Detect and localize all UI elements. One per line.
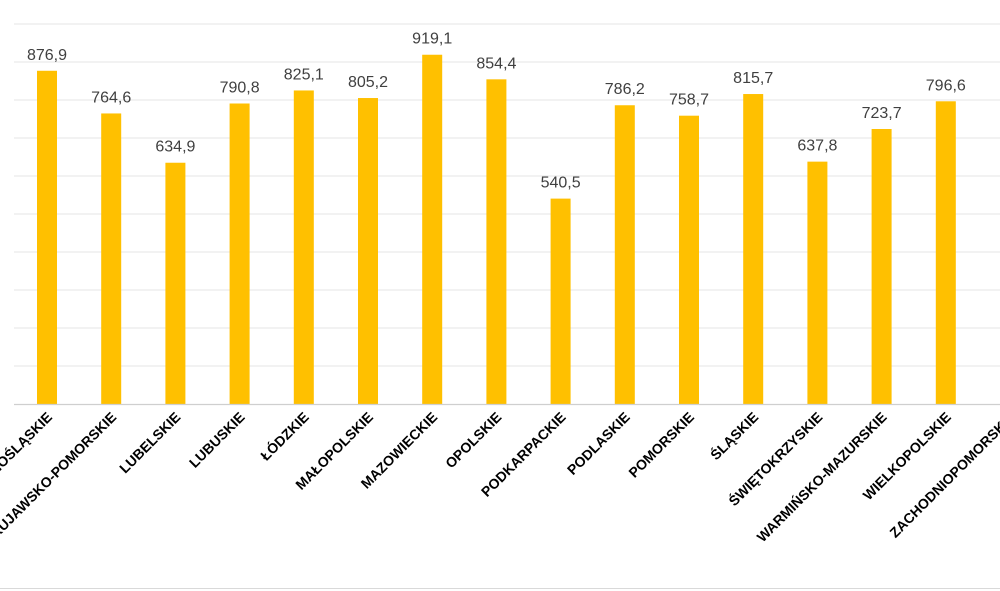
x-tick-label: PODLASKIE <box>564 409 633 478</box>
data-label: 634,9 <box>155 139 195 156</box>
bar <box>101 113 122 405</box>
data-label: 815,7 <box>733 70 773 87</box>
bar <box>486 79 507 404</box>
bar <box>422 54 443 404</box>
data-label: 758,7 <box>669 92 709 109</box>
data-label: 825,1 <box>284 66 324 83</box>
x-tick-label: ŚLĄSKIE <box>706 408 761 463</box>
bar <box>550 198 571 404</box>
bar <box>293 90 314 404</box>
bar <box>614 105 635 404</box>
bar <box>679 115 699 404</box>
bar <box>807 161 828 404</box>
bar <box>743 94 764 404</box>
data-label: 919,1 <box>412 31 452 48</box>
data-label: 637,8 <box>797 138 837 155</box>
data-label: 854,4 <box>476 55 516 72</box>
bar <box>165 162 186 404</box>
bar <box>358 98 378 405</box>
data-label: 723,7 <box>862 105 902 122</box>
x-tick-label: LUBUSKIE <box>186 409 248 471</box>
data-label: 805,2 <box>348 74 388 91</box>
data-label: 786,2 <box>605 81 645 98</box>
x-tick-label: ŁÓDZKIE <box>256 408 311 463</box>
x-tick-label: WARMIŃSKO-MAZURSKIE <box>754 409 890 545</box>
bar <box>37 70 57 404</box>
bar <box>935 101 956 405</box>
bar <box>871 128 892 404</box>
bars <box>37 54 956 405</box>
data-label: 764,6 <box>91 89 131 106</box>
data-label: 790,8 <box>220 79 260 96</box>
gridlines <box>14 23 1000 367</box>
x-tick-label: POMORSKIE <box>625 409 697 481</box>
data-label: 876,9 <box>27 47 67 64</box>
x-tick-label: KUJAWSKO-POMORSKIE <box>0 409 119 541</box>
x-tick-label: OPOLSKIE <box>442 409 504 471</box>
data-label: 796,6 <box>926 77 966 94</box>
data-labels: 876,9 764,6 634,9 790,8 825,1 805,2 919,1 854,4… <box>27 31 966 192</box>
bar <box>229 103 250 404</box>
data-label: 540,5 <box>541 175 581 192</box>
x-tick-label: LUBELSKIE <box>116 409 183 476</box>
